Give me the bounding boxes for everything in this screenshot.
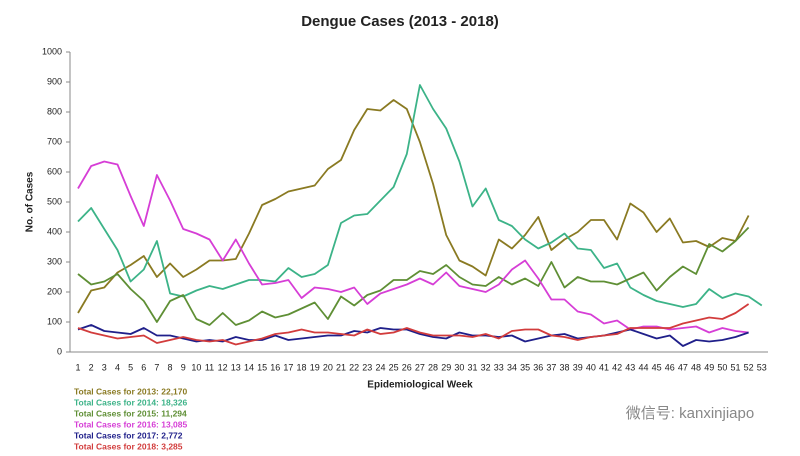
x-tick-label: 28 [428,362,438,372]
watermark: 微信号: kanxinjiapo [626,405,754,422]
x-tick-label: 2 [89,362,94,372]
x-tick-label: 24 [375,362,385,372]
x-tick-label: 20 [323,362,333,372]
x-tick-label: 31 [467,362,477,372]
chart-title: Dengue Cases (2013 - 2018) [301,13,499,30]
y-tick-label: 400 [47,226,62,236]
y-tick-label: 1000 [42,46,62,56]
x-tick-label: 12 [218,362,228,372]
x-tick-label: 6 [141,362,146,372]
series-line [77,226,750,326]
x-tick-label: 22 [349,362,359,372]
x-tick-label: 11 [205,362,214,372]
x-tick-label: 21 [336,362,346,372]
x-tick-label: 29 [441,362,451,372]
x-tick-label: 1 [75,362,80,372]
x-tick-label: 14 [244,362,254,372]
x-axis-label: Epidemiological Week [367,380,473,391]
y-tick-label: 100 [47,316,62,326]
x-tick-label: 18 [297,362,307,372]
x-tick-label: 10 [191,362,201,372]
x-tick-label: 15 [257,362,267,372]
y-tick-label: 700 [47,136,62,146]
x-tick-label: 23 [362,362,372,372]
x-tick-label: 42 [612,362,622,372]
series-line [77,160,749,334]
x-tick-label: 9 [181,362,186,372]
y-tick-label: 300 [47,256,62,266]
x-tick-label: 32 [481,362,491,372]
legend-entry: Total Cases for 2016: 13,085 [74,419,188,429]
x-tick-label: 37 [546,362,556,372]
y-tick-label: 600 [47,166,62,176]
series-line [77,99,750,314]
legend-entry: Total Cases for 2015: 11,294 [74,408,187,418]
x-tick-label: 53 [757,362,767,372]
y-axis-label: No. of Cases [25,171,36,232]
x-tick-label: 45 [652,362,662,372]
legend-entry: Total Cases for 2017: 2,772 [74,430,183,440]
x-tick-label: 48 [691,362,701,372]
x-tick-label: 52 [744,362,754,372]
x-tick-label: 49 [704,362,714,372]
legend-entry: Total Cases for 2014: 18,326 [74,397,188,407]
x-tick-label: 40 [586,362,596,372]
x-tick-label: 25 [389,362,399,372]
x-tick-label: 47 [678,362,688,372]
x-tick-label: 50 [717,362,727,372]
x-tick-label: 4 [115,362,120,372]
series-line [77,84,763,308]
x-tick-label: 46 [665,362,675,372]
series-line [77,303,750,346]
x-tick-label: 38 [560,362,570,372]
x-tick-label: 39 [573,362,583,372]
x-tick-label: 41 [599,362,609,372]
y-tick-label: 900 [47,76,62,86]
x-tick-label: 16 [270,362,280,372]
x-tick-label: 44 [638,362,648,372]
y-tick-label: 800 [47,106,62,116]
x-tick-label: 51 [730,362,740,372]
y-tick-label: 200 [47,286,62,296]
y-tick-label: 500 [47,196,62,206]
x-tick-label: 5 [128,362,133,372]
x-tick-label: 36 [533,362,543,372]
x-tick-label: 26 [402,362,412,372]
x-tick-label: 33 [494,362,504,372]
x-tick-label: 8 [168,362,173,372]
series-line [77,324,749,347]
x-tick-label: 30 [454,362,464,372]
y-tick-label: 0 [57,346,62,356]
x-tick-label: 19 [310,362,320,372]
x-tick-label: 7 [154,362,159,372]
x-tick-label: 43 [625,362,635,372]
x-tick-label: 27 [415,362,425,372]
legend-entry: Total Cases for 2013: 22,170 [74,386,188,396]
x-tick-label: 13 [231,362,241,372]
x-tick-label: 34 [507,362,517,372]
x-tick-label: 17 [283,362,293,372]
legend-entry: Total Cases for 2018: 3,285 [74,441,183,451]
x-tick-label: 3 [102,362,107,372]
x-tick-label: 35 [520,362,530,372]
